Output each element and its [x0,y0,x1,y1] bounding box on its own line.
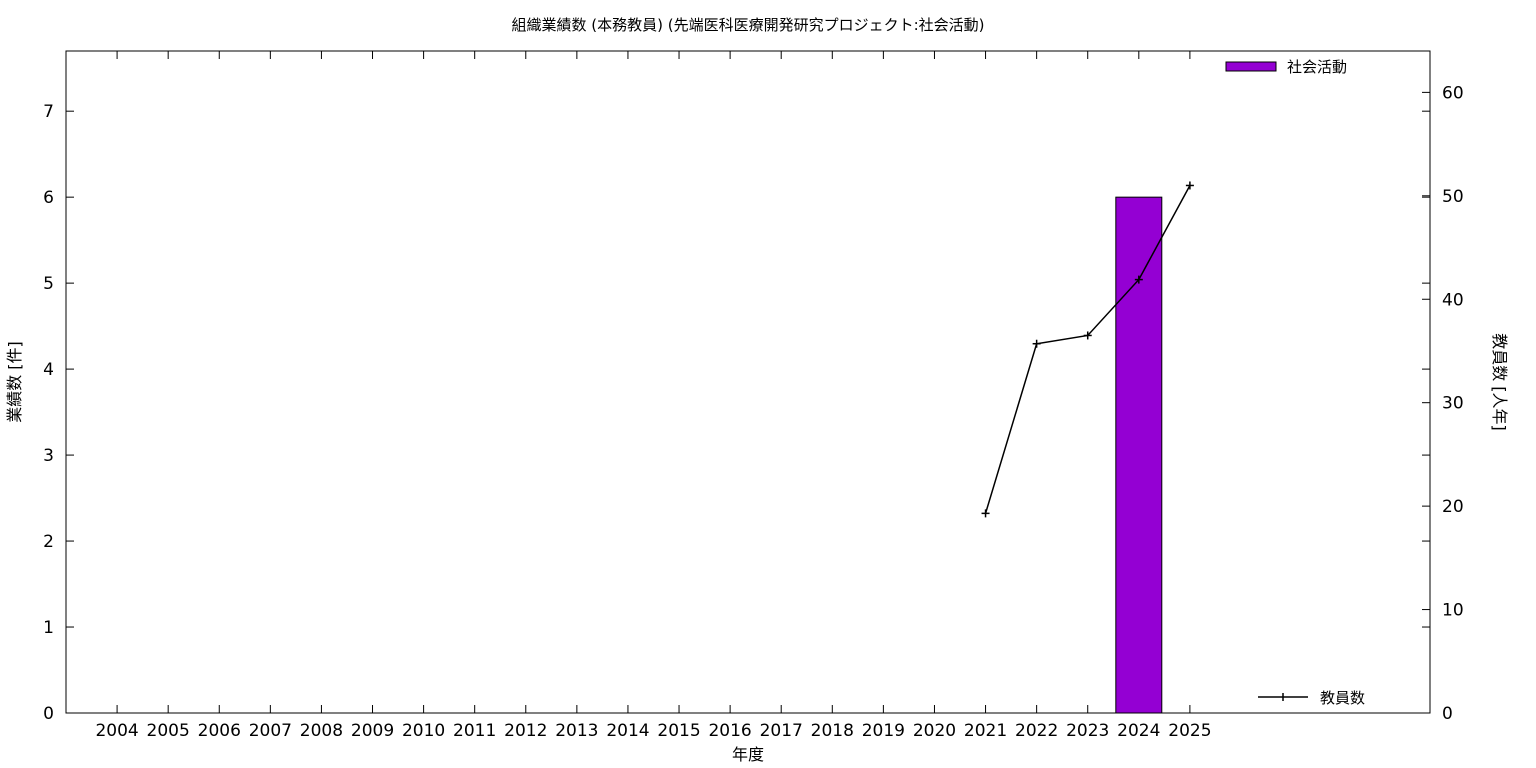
y2-tick-label: 20 [1442,497,1464,517]
line-point-2021 [981,509,990,518]
x-tick-label: 2011 [453,721,496,741]
x-tick-label: 2021 [964,721,1007,741]
x-axis: 2004 2005 2006 2007 2008 2009 2010 2011 2012 2013… [95,51,1212,741]
x-tick-label: 2022 [1015,721,1058,741]
x-tick-label: 2018 [811,721,854,741]
y-tick-label: 5 [43,274,54,294]
x-tick-label: 2008 [300,721,343,741]
x-tick-label: 2013 [555,721,598,741]
bar-series [1115,196,1163,714]
line-series [981,181,1194,518]
x-tick-label: 2007 [249,721,292,741]
x-tick-label: 2025 [1168,721,1211,741]
x-tick-label: 2020 [913,721,956,741]
legend-label-bar: 社会活動 [1287,58,1347,76]
y-tick-label: 6 [43,188,54,208]
y-axis-label: 業績数 [件] [5,341,24,423]
y-tick-label: 7 [43,102,54,122]
x-tick-label: 2005 [147,721,190,741]
y-tick-label: 1 [43,618,54,638]
x-tick-label: 2017 [760,721,803,741]
line-point-2025 [1185,181,1194,190]
y-tick-label: 0 [43,704,54,724]
y-axis: 0 1 2 3 4 5 6 7 [43,102,1430,724]
x-tick-label: 2015 [657,721,700,741]
y-tick-label: 2 [43,532,54,552]
y2-tick-label: 10 [1442,601,1464,621]
bar-2024 [1115,196,1163,714]
y2-axis: 0 10 20 30 40 50 60 [1422,83,1464,724]
y2-tick-label: 30 [1442,394,1464,414]
y2-tick-label: 0 [1442,704,1453,724]
line-point-2022 [1032,339,1041,348]
y2-tick-label: 50 [1442,187,1464,207]
x-tick-label: 2006 [198,721,241,741]
x-axis-label: 年度 [732,745,764,764]
y2-tick-label: 40 [1442,290,1464,310]
x-tick-label: 2009 [351,721,394,741]
x-tick-label: 2024 [1117,721,1160,741]
x-tick-label: 2010 [402,721,445,741]
plot-frame [65,50,1431,714]
x-tick-label: 2023 [1066,721,1109,741]
x-tick-label: 2016 [708,721,751,741]
y2-axis-label: 教員数 [人年] [1490,333,1509,431]
line-point-2024 [1134,275,1143,284]
line-point-2023 [1083,331,1092,340]
legend-swatch-bar [1225,61,1277,72]
y-tick-label: 4 [43,360,54,380]
y-tick-label: 3 [43,446,54,466]
x-tick-label: 2014 [606,721,649,741]
x-tick-label: 2004 [95,721,138,741]
chart-title: 組織業績数 (本務教員) (先端医科医療開発研究プロジェクト:社会活動) [511,16,984,34]
x-tick-label: 2019 [862,721,905,741]
y2-tick-label: 60 [1442,83,1464,103]
x-tick-label: 2012 [504,721,547,741]
legend-label-line: 教員数 [1320,689,1365,707]
